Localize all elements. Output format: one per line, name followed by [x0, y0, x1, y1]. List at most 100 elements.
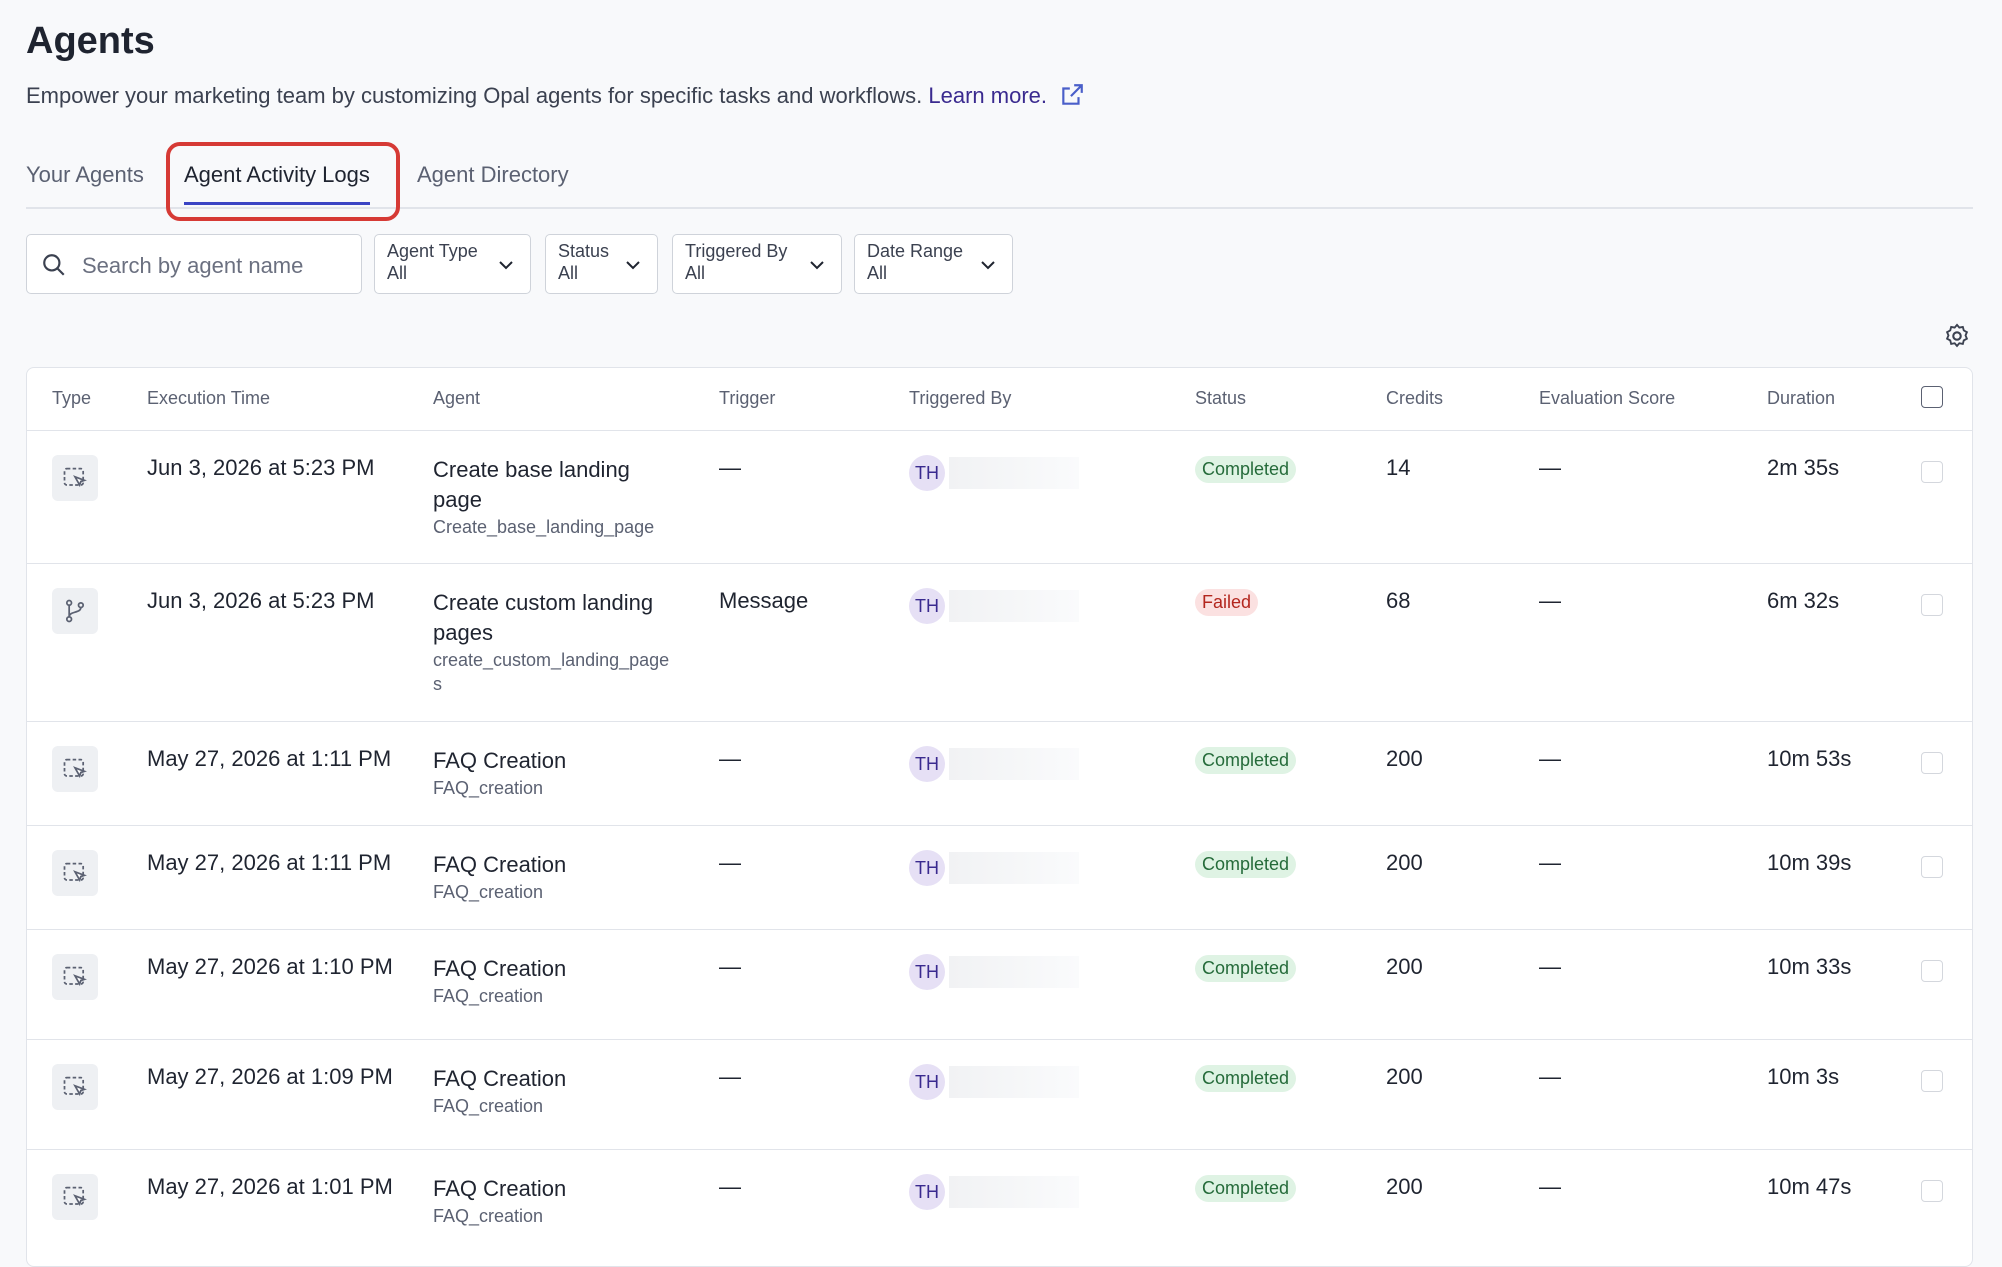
avatar: TH: [909, 954, 945, 990]
column-header: Execution Time: [147, 388, 271, 408]
filter-dropdown[interactable]: Date Range All: [854, 234, 1013, 294]
status-badge: Completed: [1195, 955, 1297, 982]
trigger: —: [719, 1174, 741, 1199]
agent-slug: FAQ_creation: [433, 778, 544, 798]
tab[interactable]: Your Agents: [26, 162, 144, 187]
table-row: May 27, 2026 at 1:10 PM FAQ Creation FAQ_c…: [27, 929, 1972, 1039]
row-checkbox[interactable]: [1921, 856, 1943, 878]
highlight-box: [166, 142, 400, 221]
agent-cell: Create custom landing pages create_custom…: [433, 588, 673, 696]
execution-time: May 27, 2026 at 1:01 PM: [147, 1174, 393, 1199]
row-checkbox[interactable]: [1921, 960, 1943, 982]
tab[interactable]: Agent Directory: [417, 162, 569, 187]
agent-slug: FAQ_creation: [433, 882, 544, 902]
select-all-checkbox[interactable]: [1921, 386, 1943, 408]
filter-dropdown[interactable]: Triggered By All: [672, 234, 842, 294]
evaluation-score: —: [1539, 746, 1561, 771]
table-row: May 27, 2026 at 1:11 PM FAQ Creation FAQ_c…: [27, 825, 1972, 929]
agent-cell: FAQ Creation FAQ_creation: [433, 746, 673, 800]
filter-value: All: [867, 263, 888, 283]
table: Type Execution Time Agent Trigger Triggered …: [26, 367, 1973, 1267]
avatar: TH: [909, 588, 945, 624]
chevron: [981, 261, 995, 270]
column-header: Triggered By: [909, 388, 1012, 408]
agent-name[interactable]: Create base landing page: [433, 457, 630, 512]
trigger: —: [719, 850, 741, 875]
column-header: Trigger: [719, 388, 776, 408]
type-icon: [52, 588, 98, 634]
filter-label: Triggered By: [685, 241, 788, 261]
agent-cell: FAQ Creation FAQ_creation: [433, 1174, 673, 1228]
trigger: Message: [719, 588, 809, 613]
column-header: Agent: [433, 388, 481, 408]
description-text: Empower your marketing team by customizi…: [26, 83, 923, 108]
agent-name[interactable]: FAQ Creation: [433, 1176, 567, 1201]
agent-name[interactable]: FAQ Creation: [433, 1066, 567, 1091]
redacted-name: [949, 852, 1079, 884]
duration: 10m 3s: [1767, 1064, 1840, 1089]
redacted-name: [949, 748, 1079, 780]
status-badge: Completed: [1195, 747, 1297, 774]
agent-name[interactable]: FAQ Creation: [433, 956, 567, 981]
column-header: Status: [1195, 388, 1247, 408]
agent-slug: Create_base_landing_page: [433, 517, 655, 537]
tab[interactable]: Agent Activity Logs: [184, 162, 370, 205]
search-box[interactable]: Search by agent name: [26, 234, 362, 294]
row-checkbox[interactable]: [1921, 461, 1943, 483]
table-row: Jun 3, 2026 at 5:23 PM Create base landin…: [27, 430, 1972, 563]
execution-time: May 27, 2026 at 1:11 PM: [147, 746, 392, 771]
execution-time: May 27, 2026 at 1:10 PM: [147, 954, 393, 979]
type-icon: [52, 1064, 98, 1110]
row-checkbox[interactable]: [1921, 594, 1943, 616]
redacted-name: [949, 590, 1079, 622]
row-checkbox[interactable]: [1921, 1070, 1943, 1092]
duration: 10m 39s: [1767, 850, 1852, 875]
redacted-name: [949, 1066, 1079, 1098]
evaluation-score: —: [1539, 850, 1561, 875]
page-title: Agents: [26, 20, 155, 62]
search-placeholder: Search by agent name: [82, 253, 304, 278]
filter-label: Status: [558, 241, 610, 261]
column-header: Type: [52, 388, 92, 408]
avatar: TH: [909, 746, 945, 782]
credits: 200: [1386, 850, 1423, 875]
execution-time: Jun 3, 2026 at 5:23 PM: [147, 588, 375, 613]
description: Empower your marketing team by customizi…: [26, 82, 1085, 109]
agent-name[interactable]: FAQ Creation: [433, 748, 567, 773]
avatar: TH: [909, 455, 945, 491]
execution-time: May 27, 2026 at 1:09 PM: [147, 1064, 393, 1089]
filter-dropdown[interactable]: Agent Type All: [374, 234, 531, 294]
filter-dropdown[interactable]: Status All: [545, 234, 658, 294]
avatar: TH: [909, 1174, 945, 1210]
learn-more-link[interactable]: Learn more.: [928, 83, 1048, 108]
settings-icon[interactable]: [1943, 322, 1971, 350]
duration: 10m 47s: [1767, 1174, 1852, 1199]
external-icon: [1062, 84, 1083, 105]
agent-slug: FAQ_creation: [433, 1096, 544, 1116]
trigger: —: [719, 746, 741, 771]
type-icon: [52, 850, 98, 896]
column-header: Credits: [1386, 388, 1444, 408]
type-icon: [52, 746, 98, 792]
filter-value: All: [558, 263, 579, 283]
avatar: TH: [909, 850, 945, 886]
agent-slug: FAQ_creation: [433, 986, 544, 1006]
table-row: May 27, 2026 at 1:11 PM FAQ Creation FAQ_c…: [27, 721, 1972, 825]
agent-name[interactable]: Create custom landing pages: [433, 590, 654, 645]
tab-divider: [26, 207, 1973, 209]
trigger: —: [719, 1064, 741, 1089]
table-row: May 27, 2026 at 1:01 PM FAQ Creation FAQ_c…: [27, 1149, 1972, 1259]
chevron: [626, 261, 640, 270]
evaluation-score: —: [1539, 588, 1561, 613]
agent-cell: FAQ Creation FAQ_creation: [433, 954, 673, 1008]
chevron: [499, 261, 513, 270]
redacted-name: [949, 457, 1079, 489]
type-icon: [52, 1174, 98, 1220]
row-checkbox[interactable]: [1921, 1180, 1943, 1202]
agent-name[interactable]: FAQ Creation: [433, 852, 567, 877]
row-checkbox[interactable]: [1921, 752, 1943, 774]
agent-cell: FAQ Creation FAQ_creation: [433, 850, 673, 904]
credits: 200: [1386, 1174, 1423, 1199]
filter-label: Date Range: [867, 241, 964, 261]
